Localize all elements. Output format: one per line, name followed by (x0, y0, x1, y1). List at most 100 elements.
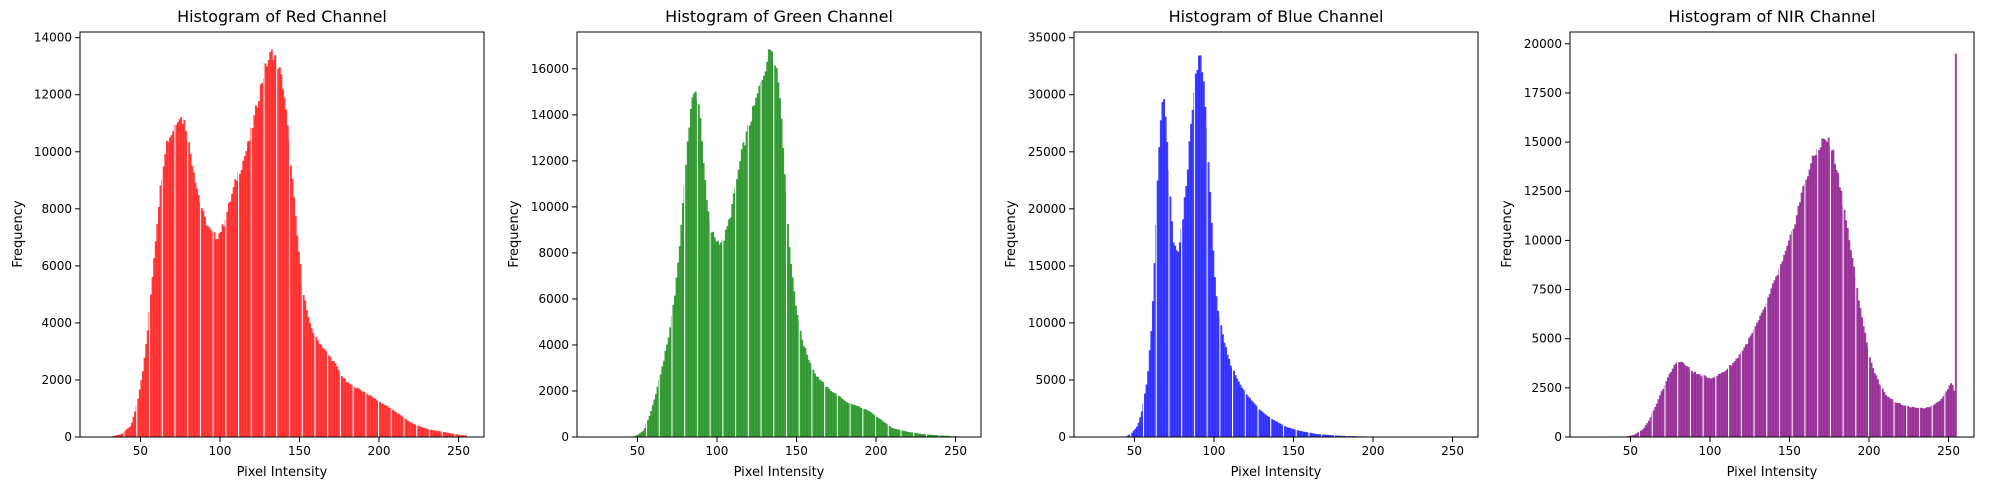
histogram-bar (1716, 375, 1719, 437)
histogram-bar (328, 355, 331, 437)
y-tick-label: 30000 (1028, 88, 1066, 102)
histogram-bar (199, 202, 200, 437)
histogram-bar (1808, 169, 1811, 437)
histogram-bar (1242, 389, 1245, 437)
histogram-bar (196, 188, 199, 437)
histogram-bar (1684, 365, 1687, 437)
histogram-bar (118, 434, 121, 437)
histogram-bar (401, 416, 404, 437)
histogram-bar (219, 231, 222, 437)
histogram-bar (716, 240, 719, 437)
histogram-bar (1282, 425, 1283, 437)
histogram-bar (1884, 394, 1887, 437)
histogram-bar (1172, 242, 1175, 437)
histogram-bar (883, 422, 886, 437)
histogram-bar (1663, 385, 1665, 437)
histogram-bar (812, 369, 815, 437)
histogram-bar (130, 422, 133, 437)
histogram-bar (686, 141, 689, 437)
panel-blue-channel: Histogram of Blue Channel Pixel Intensit… (1004, 7, 1479, 480)
histogram-bar (1633, 434, 1636, 437)
histogram-bar (635, 435, 638, 437)
histogram-bar (1229, 365, 1232, 437)
histogram-bar (1655, 403, 1658, 437)
histogram-bar (253, 115, 256, 437)
histogram-bar (1865, 342, 1868, 437)
histogram-bar (1845, 220, 1848, 437)
histogram-bar (794, 305, 797, 437)
histogram-bar (293, 197, 296, 437)
histogram-bar (813, 373, 816, 437)
axis-ticks: 50 100 150 200 25002500500075001000012500150… (1524, 37, 1960, 458)
histogram-bar (1647, 420, 1650, 437)
histogram-bar (1288, 427, 1291, 437)
histogram-bar (329, 357, 332, 437)
histogram-bar (218, 233, 221, 437)
histogram-bar (796, 314, 799, 437)
histogram-bar (1628, 435, 1631, 437)
histogram-bar (901, 430, 904, 437)
histogram-bar (1638, 431, 1639, 437)
x-tick-label: 200 (865, 444, 888, 458)
histogram-bar (1940, 398, 1943, 437)
histogram-bar (1886, 396, 1889, 437)
histogram-bar (336, 366, 339, 437)
x-tick-label: 150 (1282, 444, 1305, 458)
y-tick-label: 6000 (538, 292, 569, 306)
histogram-bar (450, 433, 453, 437)
histogram-bar (723, 240, 726, 437)
histogram-bar (739, 161, 742, 437)
histogram-bar (724, 229, 727, 437)
x-tick-label: 50 (1127, 444, 1142, 458)
histogram-bar (1310, 433, 1313, 437)
histogram-bar (119, 434, 122, 437)
histogram-bar (1945, 391, 1948, 437)
histogram-bar (1765, 303, 1767, 437)
histogram-bar (759, 82, 761, 437)
histogram-bar (1862, 326, 1865, 437)
histogram-bar (1913, 407, 1916, 437)
histogram-bar (654, 394, 657, 437)
histogram-bar (871, 413, 874, 437)
histogram-bar (1767, 297, 1770, 437)
histogram-bar (429, 429, 432, 437)
histogram-bar (1813, 155, 1816, 438)
histogram-bar (677, 262, 680, 437)
x-tick-label: 100 (1203, 444, 1226, 458)
histogram-bar (192, 172, 195, 437)
histogram-bar (1921, 408, 1924, 437)
histogram-bar (1714, 375, 1716, 437)
histogram-bar (848, 403, 850, 437)
histogram-bar (1803, 184, 1805, 437)
histogram-bar (445, 432, 448, 437)
x-tick-label: 150 (288, 444, 311, 458)
histogram-bar (1185, 185, 1188, 437)
histogram-bar (750, 121, 753, 438)
histogram-bar (153, 258, 156, 437)
histogram-bar (1161, 101, 1164, 437)
histogram-bar (1832, 149, 1835, 438)
histogram-bar (1320, 434, 1322, 437)
histogram-bar (1946, 389, 1949, 437)
histogram-bar (1139, 417, 1142, 437)
histogram-bar (1772, 283, 1774, 437)
histogram-bar (122, 431, 124, 437)
histogram-bar (1175, 250, 1178, 437)
histogram-bar (1805, 179, 1808, 438)
histogram-bar (1178, 242, 1181, 437)
histogram-bar (931, 434, 934, 437)
histogram-bar (666, 344, 669, 437)
histogram-bar (1342, 435, 1345, 437)
histogram-bar (769, 49, 772, 437)
histogram-bar (1939, 400, 1941, 437)
histogram-bar (305, 309, 308, 437)
histogram-bar (1307, 432, 1309, 437)
histogram-bar (407, 420, 410, 437)
chart-title: Histogram of Green Channel (665, 7, 893, 26)
histogram-bar (1904, 405, 1906, 437)
histogram-bar (1848, 240, 1851, 437)
y-tick-label: 12500 (1524, 184, 1562, 198)
histogram-bar (172, 131, 175, 438)
histogram-bar (1244, 391, 1245, 437)
x-tick-label: 200 (1858, 444, 1881, 458)
